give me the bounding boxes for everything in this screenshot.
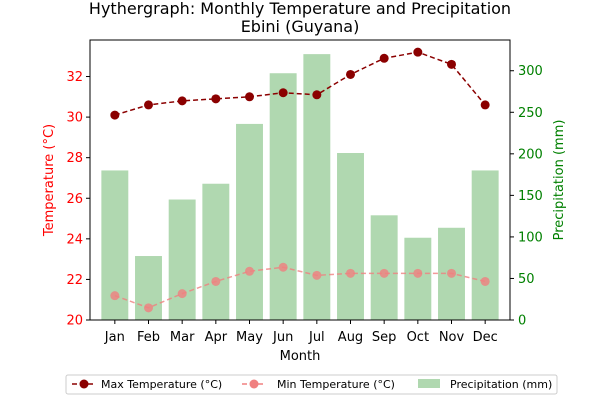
precip-bar-oct [404, 237, 432, 320]
x-tick-label: Oct [407, 330, 429, 345]
max-temp-point-mar [177, 96, 187, 106]
min-temp-point-apr [211, 276, 221, 286]
max-temp-point-oct [413, 47, 423, 57]
x-tick-label: Feb [137, 330, 160, 345]
min-temp-point-jun [278, 262, 288, 272]
right-tick-label: 0 [518, 314, 526, 329]
min-temp-point-jan [110, 291, 120, 301]
x-tick-label: Jul [308, 330, 325, 345]
right-tick-label: 250 [518, 106, 543, 121]
min-temp-point-jul [312, 270, 322, 280]
x-tick-label: Aug [338, 330, 363, 345]
legend-precip-label: Precipitation (mm) [450, 378, 552, 391]
min-temp-point-may [245, 266, 254, 276]
right-tick-label: 100 [518, 230, 543, 245]
max-temp-point-aug [346, 69, 355, 79]
left-tick-label: 28 [66, 151, 83, 166]
min-temp-point-nov [447, 268, 456, 278]
x-tick-label: Jan [104, 330, 125, 345]
right-tick-label: 50 [518, 272, 535, 287]
max-temp-point-jun [278, 88, 288, 98]
x-tick-label: May [236, 330, 263, 345]
left-tick-label: 32 [66, 70, 83, 85]
legend-min-marker [249, 379, 259, 389]
precip-bar-sep [370, 215, 398, 320]
precip-bar-aug [337, 152, 364, 320]
x-tick-label: Sep [372, 330, 397, 345]
max-temp-point-apr [211, 94, 221, 104]
precip-bar-may [236, 123, 263, 320]
min-temp-point-feb [144, 303, 153, 313]
left-axis-ticks: 20 22 24 26 28 30 32 [66, 70, 90, 329]
max-temp-line [114, 51, 486, 116]
left-tick-label: 24 [66, 232, 83, 247]
max-temp-point-nov [447, 59, 456, 69]
x-tick-label: Jun [272, 330, 293, 345]
precipitation-bars [101, 54, 499, 320]
left-axis-label: Temperature (°C) [42, 124, 57, 237]
max-temp-point-jul [312, 90, 322, 100]
legend-max-label: Max Temperature (°C) [101, 378, 222, 391]
x-tick-label: Apr [205, 330, 228, 345]
min-temp-point-aug [346, 268, 355, 278]
min-temp-point-mar [177, 289, 187, 299]
min-temp-point-oct [413, 268, 423, 278]
left-tick-label: 22 [66, 273, 83, 288]
max-temp-point-dec [480, 100, 490, 110]
legend: Max Temperature (°C) Min Temperature (°C… [65, 374, 558, 395]
x-tick-label: Mar [170, 330, 195, 345]
right-tick-label: 300 [518, 64, 543, 79]
right-axis-ticks: 0 50 100 150 200 250 300 [510, 64, 543, 329]
right-axis-label: Precipitation (mm) [552, 120, 567, 241]
precip-bar-mar [168, 199, 196, 320]
precip-bar-jun [269, 73, 297, 320]
left-tick-label: 26 [66, 192, 83, 207]
x-axis-label: Month [280, 349, 321, 364]
chart-title: Hythergraph: Monthly Temperature and Pre… [89, 0, 511, 18]
min-temp-line [114, 266, 486, 309]
x-axis-ticks: Jan Feb Mar Apr May Jun Jul Aug Sep Oct Nov Dec [104, 320, 498, 345]
chart-subtitle: Ebini (Guyana) [241, 17, 360, 36]
left-tick-label: 20 [66, 314, 83, 329]
right-tick-label: 200 [518, 147, 543, 162]
legend-precip-swatch [418, 379, 440, 388]
min-temp-point-sep [379, 268, 389, 278]
left-tick-label: 30 [66, 111, 83, 126]
max-temp-point-feb [144, 100, 153, 110]
precip-bar-dec [471, 170, 499, 320]
temperature-lines [110, 47, 490, 313]
max-temp-point-sep [379, 53, 389, 63]
plot-frame [89, 39, 511, 321]
x-tick-label: Dec [473, 330, 498, 345]
max-temp-point-jan [110, 110, 120, 120]
legend-max-marker [79, 379, 89, 389]
x-tick-label: Nov [439, 330, 465, 345]
min-temp-point-dec [480, 276, 490, 286]
legend-min-label: Min Temperature (°C) [277, 378, 395, 391]
max-temp-point-may [245, 92, 254, 102]
right-tick-label: 150 [518, 189, 543, 204]
precip-bar-apr [202, 183, 230, 320]
